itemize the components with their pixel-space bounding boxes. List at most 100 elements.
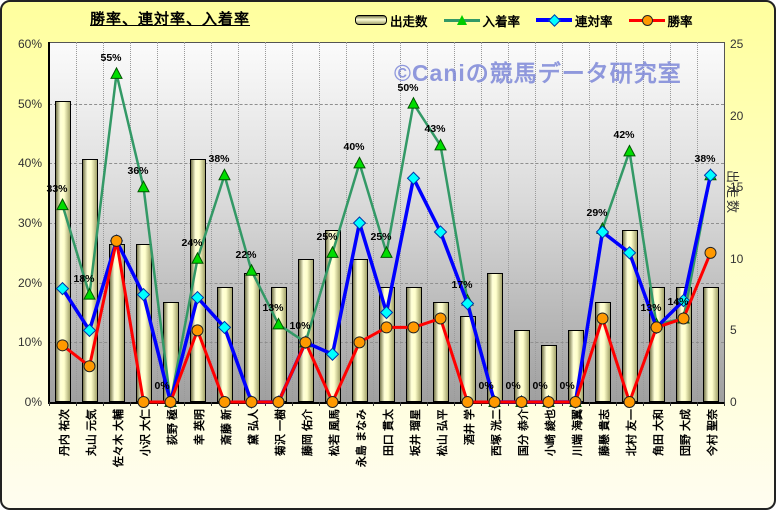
gridline-v — [535, 42, 536, 402]
y-axis-label-left: 50% — [17, 96, 42, 111]
x-axis-label: 坂井 瑠星 — [409, 409, 422, 457]
x-axis-label: 川端 海翼 — [571, 409, 584, 457]
x-axis-label: 佐々木 大輔 — [112, 409, 125, 468]
data-label: 24% — [181, 236, 203, 249]
gridline-v — [427, 42, 428, 402]
gridline-v — [130, 42, 131, 402]
bar-starts — [108, 244, 125, 402]
x-axis-label: 北村 友一 — [625, 409, 638, 457]
x-tick — [373, 402, 374, 406]
x-tick — [346, 402, 347, 406]
x-axis-label: 丸山 元気 — [85, 409, 98, 457]
x-axis-label: 西塚 洸二 — [490, 409, 503, 457]
x-axis-label: 幸 英明 — [193, 409, 206, 446]
bar-starts — [54, 101, 71, 402]
bar-starts — [432, 301, 449, 402]
x-axis-label: 藤岡 佑介 — [301, 409, 314, 457]
x-tick — [265, 402, 266, 406]
x-tick — [184, 402, 185, 406]
legend: 出走数 入着率 連対率 勝率 — [355, 11, 709, 29]
data-label: 0% — [559, 380, 575, 392]
gridline-v — [346, 42, 347, 402]
x-tick — [211, 402, 212, 406]
y-axis-label-right: 5 — [730, 323, 737, 338]
gridline-v — [589, 42, 590, 402]
x-tick — [76, 402, 77, 406]
bar-starts — [621, 230, 638, 402]
x-axis-label: 荻野 極 — [166, 409, 179, 446]
y-axis-label-left: 20% — [17, 275, 42, 290]
data-label: 13% — [640, 302, 662, 315]
x-tick — [427, 402, 428, 406]
data-label: 0% — [154, 380, 170, 392]
data-label: 42% — [613, 129, 635, 142]
legend-label: 出走数 — [390, 14, 428, 29]
gridline-h — [49, 223, 724, 224]
data-label: 17% — [451, 278, 473, 291]
legend-item-win-rate: 勝率 — [628, 11, 693, 30]
bar-starts — [324, 230, 341, 402]
data-label: 33% — [46, 183, 68, 196]
x-tick — [508, 402, 509, 406]
data-label: 22% — [235, 248, 257, 261]
x-axis-line — [48, 402, 725, 404]
y-axis-label-left: 60% — [17, 37, 42, 51]
x-tick — [130, 402, 131, 406]
bar-starts — [459, 316, 476, 402]
legend-label: 勝率 — [667, 14, 693, 29]
gridline-v — [103, 42, 104, 402]
bar-starts — [594, 301, 611, 402]
x-tick — [643, 402, 644, 406]
x-tick — [535, 402, 536, 406]
y-axis-line — [48, 42, 50, 403]
x-axis-label: 松山 弘平 — [436, 409, 449, 457]
x-axis-label: 永島 まなみ — [355, 409, 368, 468]
gridline-v — [562, 42, 563, 402]
bar-starts — [135, 244, 152, 402]
bar-swatch-icon — [355, 15, 387, 25]
gridline-v — [670, 42, 671, 402]
x-axis-label: 田口 貫太 — [382, 409, 395, 457]
data-label: 0% — [532, 380, 548, 392]
x-axis-label: 国分 恭介 — [517, 409, 530, 457]
y-axis-label-left: 0% — [24, 395, 42, 409]
legend-item-starts: 出走数 — [355, 11, 428, 30]
x-axis-label: 松若 風馬 — [328, 409, 341, 457]
x-tick — [454, 402, 455, 406]
x-axis-label: 小崎 綾也 — [544, 409, 557, 457]
x-axis-label: 小沢 大仁 — [139, 409, 152, 457]
x-axis-label: 今村 聖奈 — [706, 409, 719, 457]
triangle-line-icon — [443, 14, 480, 26]
bar-starts — [189, 158, 206, 402]
gridline-h — [49, 103, 724, 105]
x-axis-label: 団野 大成 — [679, 409, 692, 457]
data-label: 18% — [73, 272, 95, 285]
data-label: 50% — [397, 81, 419, 94]
data-label: 38% — [694, 153, 716, 166]
gridline-v — [616, 42, 617, 402]
legend-label: 入着率 — [482, 14, 521, 29]
data-label: 25% — [316, 230, 338, 243]
gridline-v — [211, 42, 212, 402]
gridline-v — [373, 42, 374, 402]
data-label: 14% — [667, 296, 689, 309]
y-axis-label-right: 25 — [730, 37, 744, 51]
x-tick — [292, 402, 293, 406]
data-label: 0% — [505, 380, 521, 392]
x-tick — [616, 402, 617, 406]
gridline-h — [49, 163, 724, 165]
data-label: 0% — [478, 380, 494, 392]
data-label: 43% — [424, 123, 446, 136]
gridline-v — [508, 42, 509, 402]
chart-title: 勝率、連対率、入着率 — [90, 11, 251, 28]
data-label: 10% — [289, 320, 311, 333]
x-axis-label: 酒井 学 — [463, 409, 476, 446]
data-label: 25% — [370, 230, 392, 243]
circle-line-icon — [628, 14, 665, 26]
gridline-v — [238, 42, 239, 402]
legend-item-quinella-rate: 連対率 — [536, 11, 613, 30]
x-tick — [157, 402, 158, 406]
data-label: 40% — [343, 141, 365, 154]
right-axis-title: 出走数 — [725, 170, 740, 216]
